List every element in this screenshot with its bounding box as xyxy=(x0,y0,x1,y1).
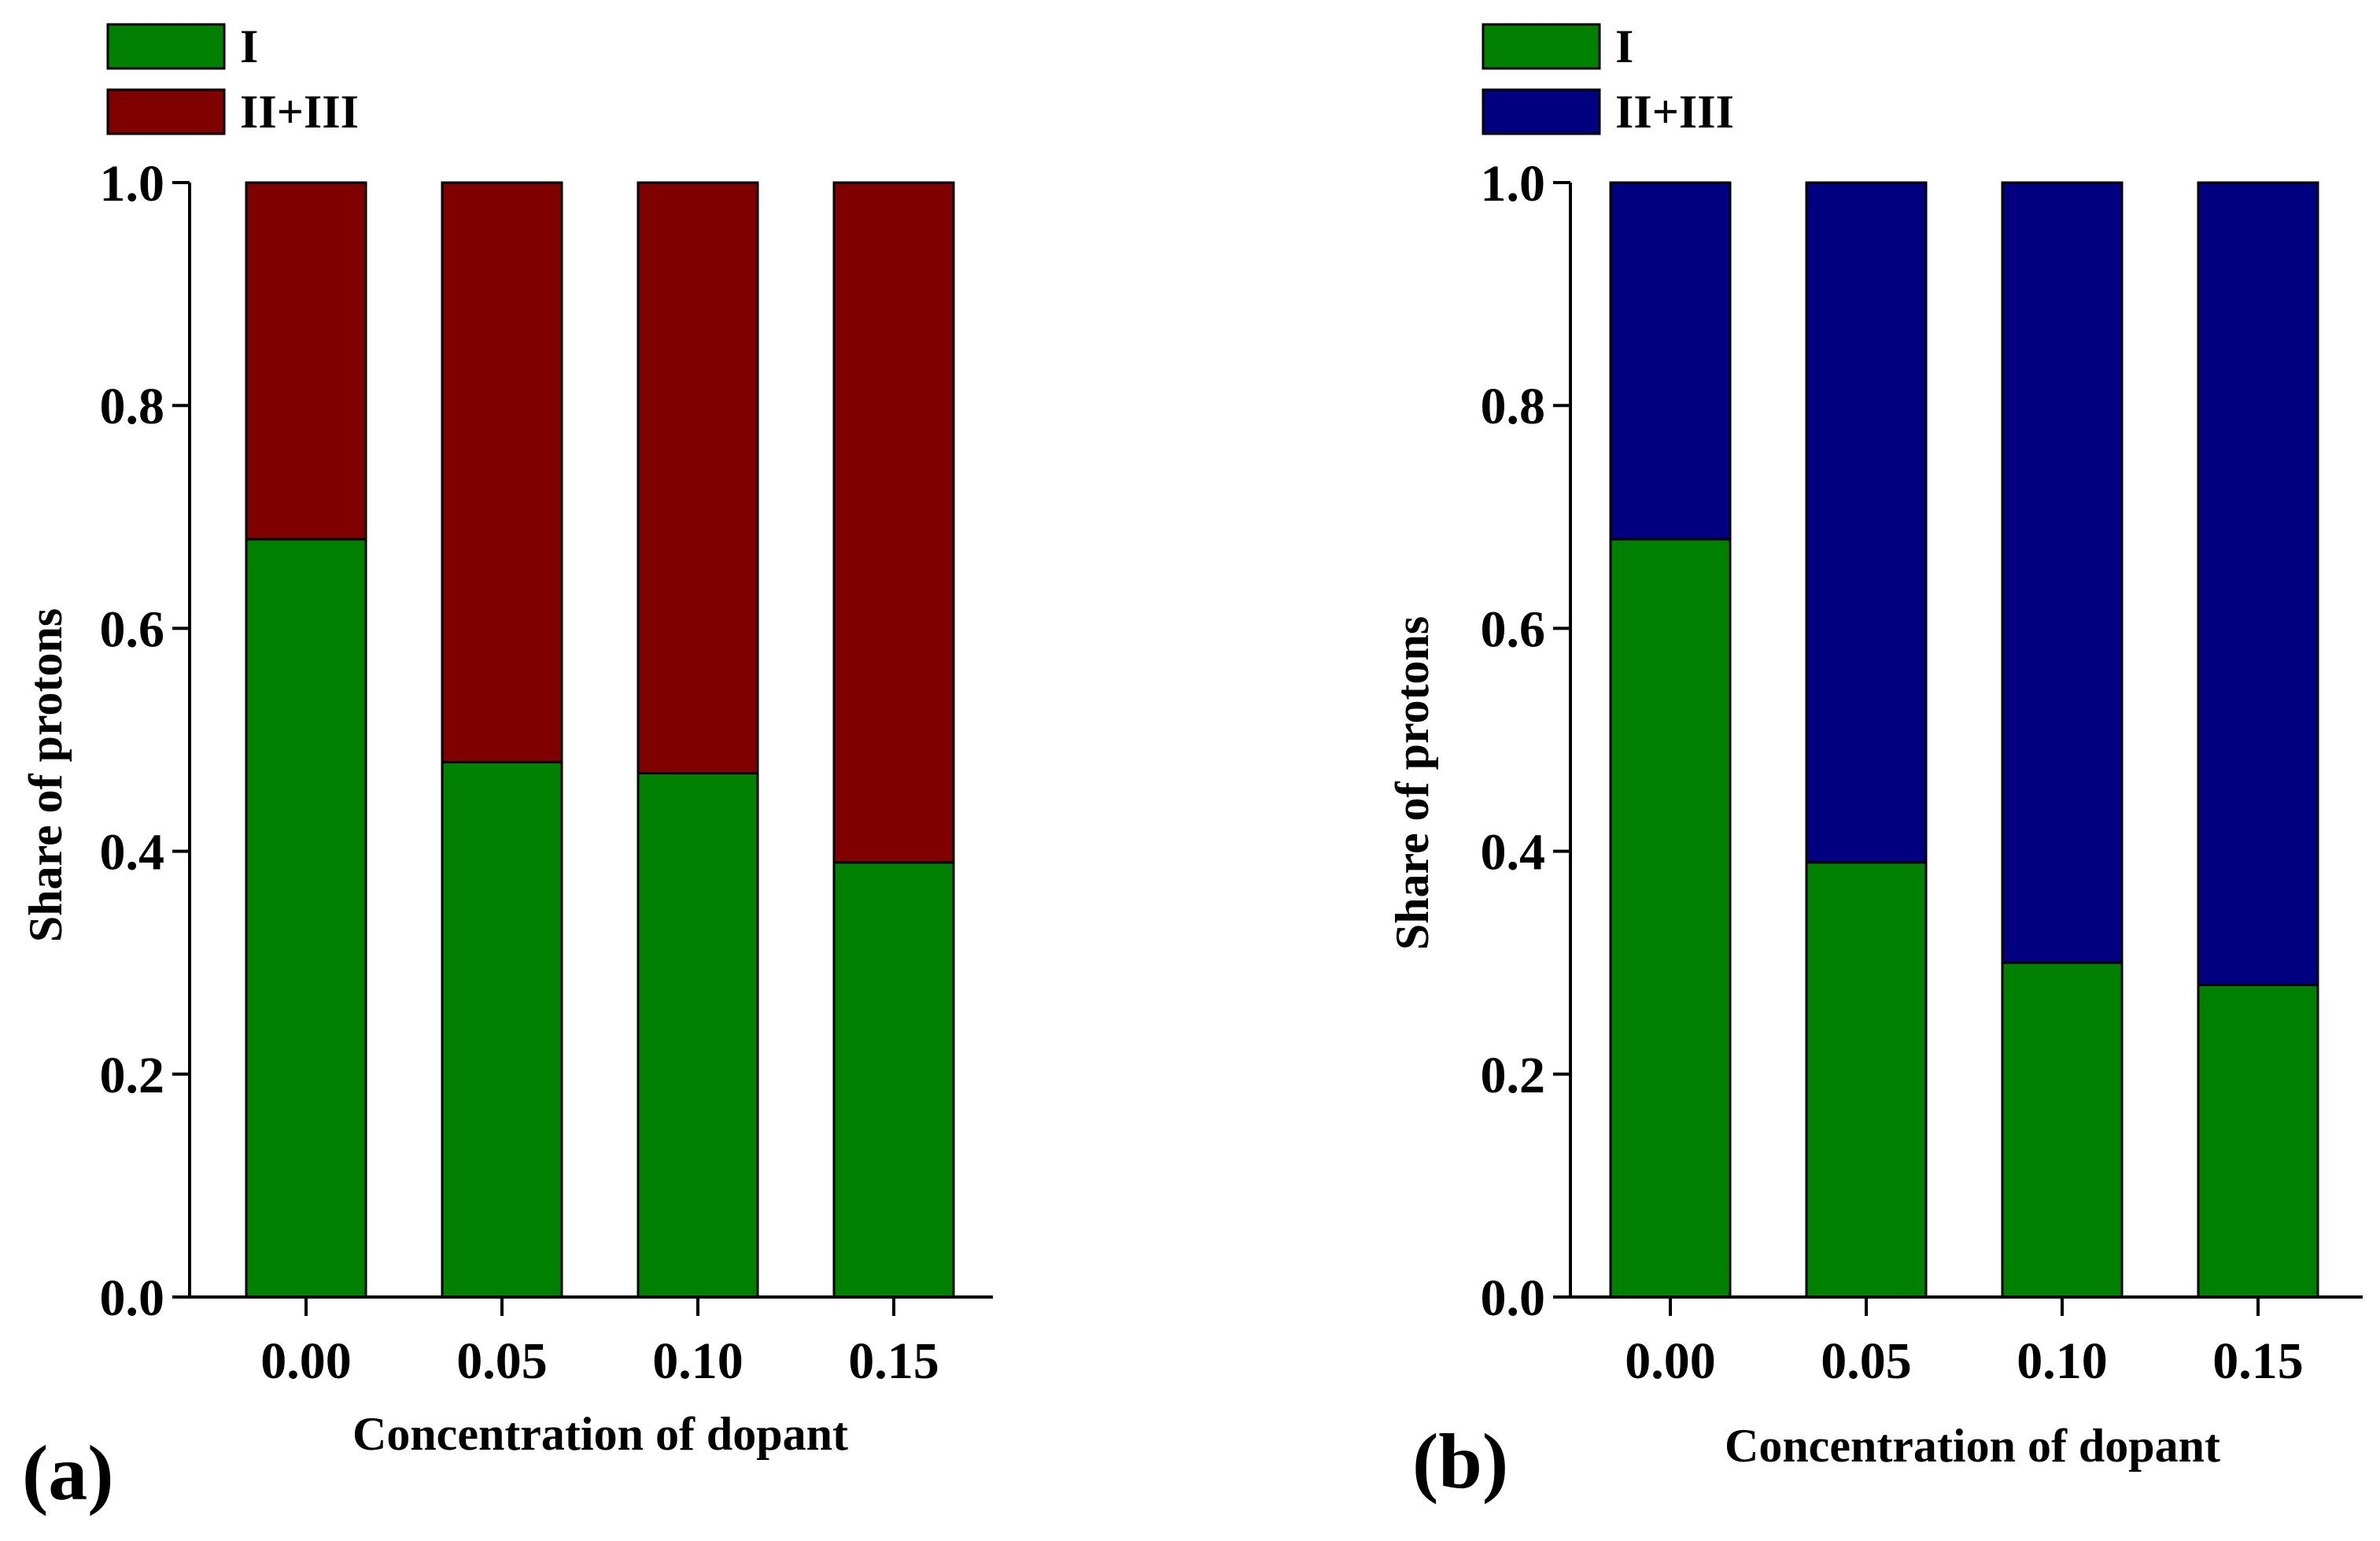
x-tick-label: 0.00 xyxy=(260,1332,352,1390)
y-tick-label: 1.0 xyxy=(1481,155,1546,212)
bar-ii-iii-0_05 xyxy=(1805,181,1928,864)
x-tick-label: 0.05 xyxy=(456,1332,548,1390)
y-tick-label: 0.8 xyxy=(100,378,165,435)
panel-label: (a) xyxy=(22,1429,114,1517)
bar-i-0_00 xyxy=(245,538,367,1299)
x-tick-label: 0.10 xyxy=(652,1332,744,1390)
legend-label-ii-iii: II+III xyxy=(1615,86,1734,138)
bar-i-0_10 xyxy=(2001,961,2124,1299)
x-tick-label: 0.00 xyxy=(1625,1332,1716,1390)
bar-ii-iii-0_05 xyxy=(441,181,563,763)
legend-swatch-ii-iii xyxy=(1482,88,1601,135)
x-tick-label: 0.10 xyxy=(2017,1332,2108,1390)
legend-swatch-ii-iii xyxy=(106,88,226,135)
bar-ii-iii-0_15 xyxy=(832,181,955,864)
y-tick-label: 0.2 xyxy=(1481,1047,1546,1104)
bar-i-0_15 xyxy=(2197,984,2319,1299)
x-tick-label: 0.15 xyxy=(2212,1332,2304,1390)
panel-b: 0.0 0.2 0.4 0.6 0.8 1.0 0.00 0.05 0.10 0.15 Concen… xyxy=(1386,20,2363,1505)
legend-label-i: I xyxy=(240,20,258,72)
x-axis-title: Concentration of dopant xyxy=(352,1408,848,1460)
y-tick-label: 0.6 xyxy=(100,601,165,658)
legend-swatch-i xyxy=(1482,23,1601,70)
bar-i-0_05 xyxy=(1805,861,1928,1299)
y-axis-title: Share of protons xyxy=(1386,616,1438,951)
legend-label-i: I xyxy=(1615,20,1633,72)
y-tick-label: 0.2 xyxy=(100,1047,165,1104)
y-axis-title: Share of protons xyxy=(20,608,72,943)
y-tick-label: 0.0 xyxy=(100,1269,165,1327)
bar-ii-iii-0_00 xyxy=(245,181,367,541)
bar-ii-iii-0_00 xyxy=(1609,181,1732,541)
bar-i-0_00 xyxy=(1609,538,1732,1299)
panel-a: 0.0 0.2 0.4 0.6 0.8 1.0 0.00 0.05 0.10 0.15Concen… xyxy=(20,20,993,1517)
x-tick-label: 0.05 xyxy=(1821,1332,1912,1390)
y-tick-label: 0.6 xyxy=(1481,601,1546,658)
x-axis-title: Concentration of dopant xyxy=(1725,1420,2220,1472)
panel-label: (b) xyxy=(1412,1417,1508,1505)
bar-ii-iii-0_15 xyxy=(2197,181,2319,987)
y-tick-label: 0.0 xyxy=(1481,1269,1546,1327)
legend-swatch-i xyxy=(106,23,226,70)
y-tick-label: 0.4 xyxy=(100,824,165,881)
y-tick-label: 0.4 xyxy=(1481,824,1546,881)
legend-label-ii-iii: II+III xyxy=(240,86,359,138)
bar-i-0_05 xyxy=(441,760,563,1299)
bar-i-0_15 xyxy=(832,861,955,1299)
x-tick-label: 0.15 xyxy=(848,1332,939,1390)
y-tick-label: 0.8 xyxy=(1481,378,1546,435)
bar-ii-iii-0_10 xyxy=(637,181,759,774)
bar-i-0_10 xyxy=(637,771,759,1299)
bar-ii-iii-0_10 xyxy=(2001,181,2124,964)
y-tick-label: 1.0 xyxy=(100,155,165,212)
